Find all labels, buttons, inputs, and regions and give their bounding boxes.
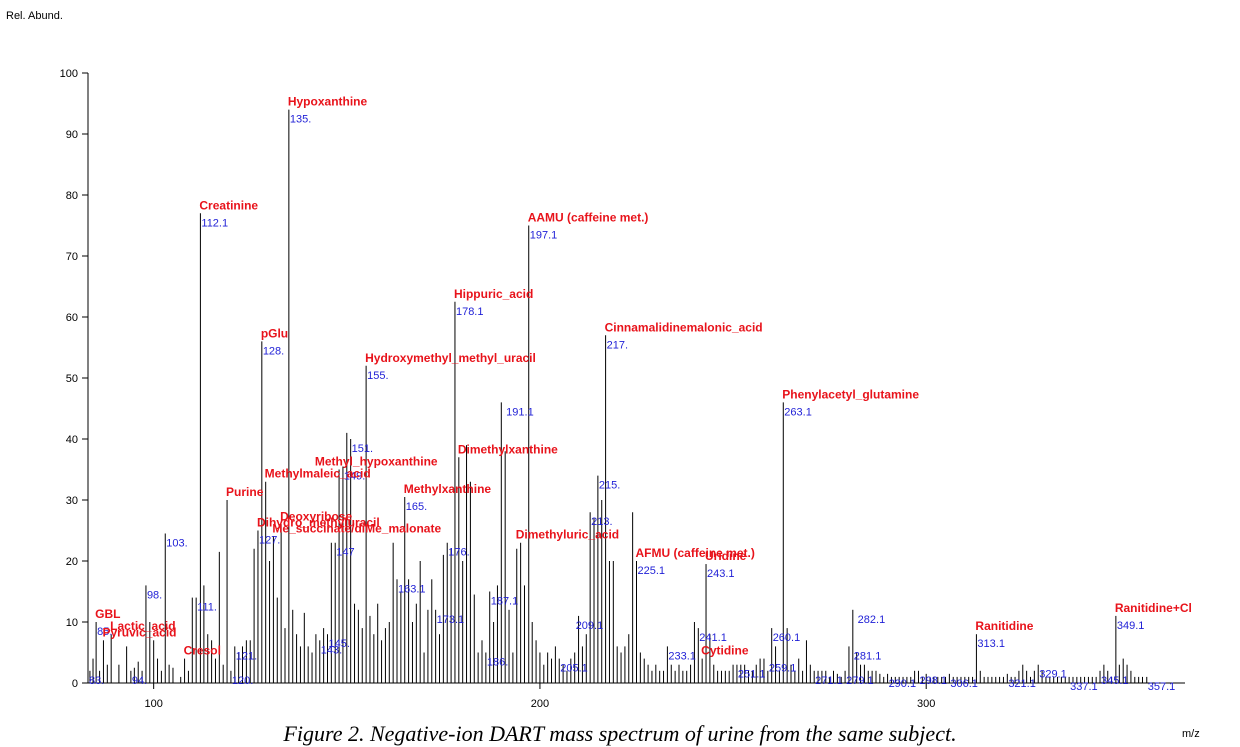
mass-label: 251.1: [738, 669, 766, 681]
compound-label: Creatinine: [199, 198, 258, 212]
y-tick-label: 30: [66, 495, 78, 507]
x-tick-label: 300: [917, 698, 935, 710]
mass-label: 217.: [607, 339, 628, 351]
mass-label: 282.1: [858, 614, 886, 626]
y-tick-label: 60: [66, 312, 78, 324]
compound-label: Deoxyribose: [280, 509, 352, 523]
mass-label: 298.1: [919, 675, 947, 687]
compound-label: Methyl_hypoxanthine: [315, 455, 438, 469]
mass-label: 103.: [166, 538, 187, 550]
compound-label: Hypoxanthine: [288, 95, 368, 109]
compound-label: GBL: [95, 607, 120, 621]
mass-label: 165.: [406, 501, 427, 513]
compound-label: Dimethyluric_acid: [516, 528, 619, 542]
mass-label: 151.: [352, 443, 373, 455]
compound-label: Hippuric_acid: [454, 287, 533, 301]
mass-label: 98.: [147, 589, 162, 601]
mass-label: 143.: [321, 644, 342, 656]
y-tick-label: 20: [66, 556, 78, 568]
mass-label: 313.1: [977, 638, 1005, 650]
mass-label: 186.: [487, 657, 508, 669]
compound-label: Pyruvic_acid: [102, 625, 176, 639]
x-tick-label: 200: [531, 698, 549, 710]
mass-label: 209.1: [576, 620, 604, 632]
mass-label: 173.1: [437, 614, 465, 626]
figure-caption: Figure 2. Negative-ion DART mass spectru…: [283, 721, 957, 746]
mass-label: 149.: [344, 470, 365, 482]
compound-label: Phenylacetyl_glutamine: [782, 387, 919, 401]
mass-label: 147: [336, 547, 354, 559]
mass-label: 357.1: [1148, 681, 1176, 693]
compound-label: Me_succinate/diMe_malonate: [272, 522, 441, 536]
mass-label: 135.: [290, 114, 311, 126]
mass-label: 241.1: [699, 632, 727, 644]
x-axis-unit-label: m/z: [1182, 728, 1200, 740]
mass-label: 279.1: [846, 675, 874, 687]
compound-label: Uridine: [705, 549, 747, 563]
y-tick-label: 40: [66, 434, 78, 446]
compound-label: Methylxanthine: [404, 482, 492, 496]
mass-label: 271.1: [815, 675, 843, 687]
mass-label: 127.: [259, 535, 280, 547]
mass-label: 178.1: [456, 306, 484, 318]
compound-label: Cytidine: [701, 644, 749, 658]
compound-label: Hydroxymethyl_methyl_uracil: [365, 351, 536, 365]
mass-label: 205.1: [560, 663, 588, 675]
y-tick-label: 100: [60, 68, 78, 80]
mass-label: 243.1: [707, 568, 735, 580]
compound-label: Methylmaleic_acid: [265, 467, 371, 481]
compound-label: Ranitidine: [975, 619, 1033, 633]
y-tick-label: 90: [66, 129, 78, 141]
mass-label: 83.: [89, 675, 104, 687]
mass-label: 306.1: [950, 678, 978, 690]
compound-label: AAMU (caffeine met.): [528, 211, 649, 225]
mass-label: 259.1: [769, 663, 797, 675]
mass-label: 112.1: [201, 217, 228, 229]
mass-label: 281.1: [854, 650, 882, 662]
mass-label: 121.: [236, 650, 257, 662]
compound-label: Ranitidine+Cl: [1115, 601, 1192, 615]
mass-label: 215.: [599, 480, 620, 492]
mass-label: 329.1: [1039, 669, 1067, 681]
y-tick-label: 80: [66, 190, 78, 202]
compound-label: Dimethylxanthine: [458, 442, 558, 456]
mass-label: 94.: [132, 675, 147, 687]
compound-label: Purine: [226, 485, 264, 499]
compound-label: AFMU (caffeine met.): [636, 546, 755, 560]
mass-label: 163.1: [398, 583, 426, 595]
mass-label: 155.: [367, 370, 388, 382]
compound-label: pGlu: [261, 326, 288, 340]
mass-label: 176.: [448, 547, 469, 559]
y-tick-label: 70: [66, 251, 78, 263]
mass-label: 191.1: [506, 406, 534, 418]
compound-label: Cinnamalidinemalonic_acid: [605, 320, 763, 334]
mass-label: 145.: [328, 638, 349, 650]
mass-label: 111.: [197, 602, 217, 614]
compound-label: Lactic_acid: [110, 619, 175, 633]
mass-label: 120.: [232, 675, 253, 687]
mass-label: 345.1: [1101, 675, 1129, 687]
mass-label: 349.1: [1117, 620, 1145, 632]
x-tick-label: 100: [144, 698, 162, 710]
y-tick-label: 0: [72, 678, 78, 690]
mass-label: 197.1: [530, 230, 558, 242]
mass-label: 225.1: [638, 565, 666, 577]
mass-label: 85.: [97, 626, 112, 638]
mass-label: 263.1: [784, 406, 812, 418]
y-tick-label: 10: [66, 617, 78, 629]
mass-label: 260.1: [773, 632, 801, 644]
mass-label: 213.: [591, 516, 612, 528]
mass-label: 187.1: [491, 596, 519, 608]
mass-label: 337.1: [1070, 681, 1098, 693]
compound-label: Dihydro_methyluracil: [257, 516, 380, 530]
mass-label: 290.1: [889, 678, 917, 690]
mass-label: 233.1: [668, 650, 696, 662]
mass-label: 321.1: [1008, 678, 1036, 690]
y-axis-label: Rel. Abund.: [6, 10, 63, 22]
y-tick-label: 50: [66, 373, 78, 385]
compound-label: Cresol: [184, 644, 221, 658]
mass-label: 128.: [263, 345, 284, 357]
